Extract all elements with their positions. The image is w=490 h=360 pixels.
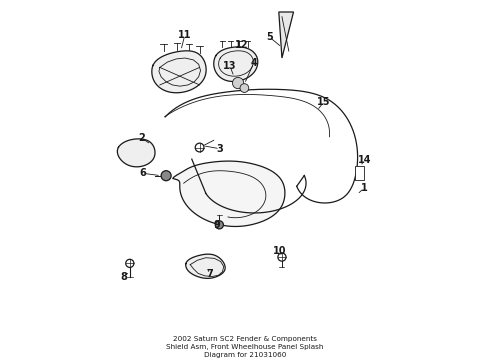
Text: 9: 9 — [214, 220, 220, 230]
Circle shape — [195, 143, 204, 152]
Circle shape — [126, 259, 134, 267]
Text: 8: 8 — [120, 271, 127, 282]
Text: 6: 6 — [139, 168, 146, 178]
Text: 3: 3 — [217, 144, 223, 154]
Polygon shape — [186, 254, 225, 278]
Text: 12: 12 — [235, 40, 248, 50]
Text: 2: 2 — [138, 133, 145, 143]
Circle shape — [161, 171, 171, 181]
Text: 4: 4 — [250, 58, 257, 68]
Polygon shape — [214, 47, 258, 81]
Text: 2002 Saturn SC2 Fender & Components
Shield Asm, Front Wheelhouse Panel Splash
Di: 2002 Saturn SC2 Fender & Components Shie… — [166, 336, 324, 358]
Text: 10: 10 — [273, 247, 287, 256]
Polygon shape — [118, 139, 155, 167]
Text: 1: 1 — [361, 183, 368, 193]
Text: 11: 11 — [178, 30, 192, 40]
Circle shape — [240, 84, 249, 93]
Text: 5: 5 — [266, 32, 273, 42]
FancyBboxPatch shape — [355, 166, 364, 180]
Polygon shape — [279, 12, 294, 58]
Polygon shape — [173, 161, 285, 226]
Circle shape — [215, 221, 223, 229]
Circle shape — [232, 77, 244, 89]
Text: 13: 13 — [223, 61, 237, 71]
Text: 14: 14 — [358, 155, 371, 165]
Text: 15: 15 — [317, 97, 331, 107]
Polygon shape — [152, 51, 206, 93]
Text: 7: 7 — [207, 269, 213, 279]
Circle shape — [278, 253, 286, 261]
